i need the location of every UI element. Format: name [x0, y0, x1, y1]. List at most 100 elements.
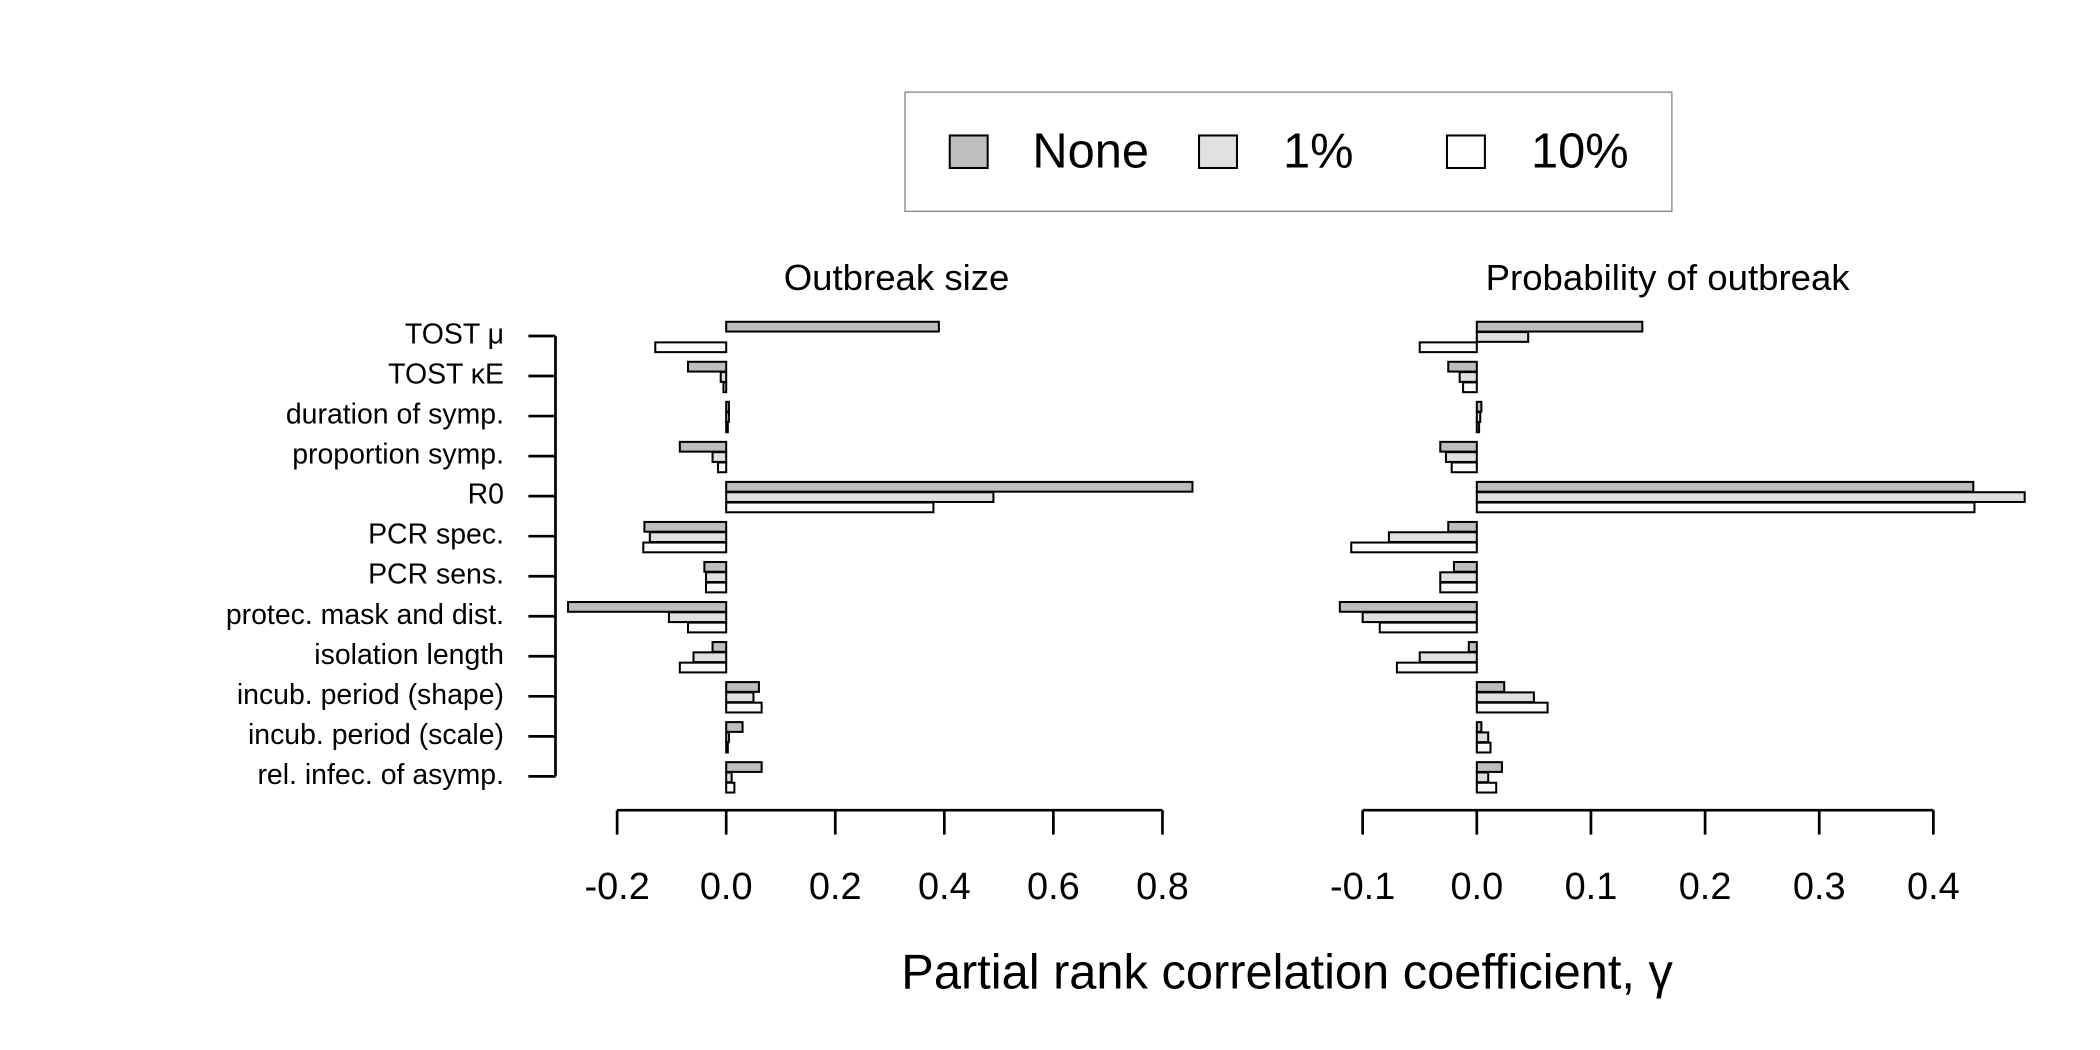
bar: [705, 571, 728, 584]
legend-swatch: [1198, 134, 1238, 170]
bar: [1475, 480, 1975, 493]
bar: [711, 451, 728, 463]
bar: [643, 520, 728, 533]
bar: [1338, 601, 1478, 613]
legend-swatch: [1445, 134, 1486, 170]
x-tick-label: 0.3: [1793, 866, 1846, 908]
bar: [1475, 400, 1483, 413]
bar: [725, 400, 730, 413]
bar: [1462, 381, 1478, 394]
x-tick-label: 0.2: [1679, 866, 1732, 908]
bar: [1447, 360, 1478, 373]
bar: [725, 731, 730, 744]
legend-swatch: [948, 134, 989, 170]
x-tick-label: -0.1: [1330, 866, 1395, 908]
bar: [1475, 731, 1490, 744]
bar: [725, 411, 730, 423]
bar: [722, 381, 728, 394]
bar: [1475, 501, 1976, 514]
bar: [1475, 721, 1483, 733]
x-axis-label: Partial rank correlation coefficient, γ: [901, 945, 1673, 999]
x-tick-label: 0.4: [1907, 866, 1960, 908]
bar: [678, 661, 728, 674]
y-tick-label: duration of symp.: [286, 399, 504, 431]
bar: [1447, 520, 1478, 533]
bar: [711, 641, 728, 653]
bar: [1475, 411, 1482, 423]
legend-box: [904, 91, 1673, 213]
x-tick-label: 0.0: [700, 866, 753, 908]
bar: [1395, 661, 1478, 674]
bar: [1467, 641, 1478, 653]
bar: [725, 320, 940, 333]
y-tick-label: isolation length: [314, 639, 504, 671]
bar: [1361, 611, 1478, 624]
bar: [725, 741, 729, 754]
bar: [705, 581, 728, 594]
bar: [1475, 331, 1530, 343]
x-tick-label: 0.8: [1136, 866, 1189, 908]
bar: [687, 360, 728, 373]
bar: [1475, 691, 1535, 704]
bar: [1450, 461, 1478, 474]
x-tick-label: 0.1: [1565, 866, 1618, 908]
bar: [1475, 771, 1490, 784]
bar: [725, 721, 744, 733]
bar: [1475, 681, 1506, 693]
bar: [703, 560, 728, 573]
bar: [1350, 541, 1478, 554]
bar: [719, 371, 728, 383]
bar: [1475, 320, 1644, 333]
bar: [725, 491, 995, 503]
y-tick-label: PCR sens.: [368, 559, 504, 591]
y-tick-label: PCR spec.: [368, 519, 504, 551]
y-tick-label: proportion symp.: [292, 439, 504, 471]
bar: [1378, 621, 1478, 634]
bar: [1475, 491, 2026, 503]
panel-title: Outbreak size: [784, 257, 1010, 298]
bar: [725, 681, 760, 693]
y-tick-label: rel. infec. of asymp.: [257, 759, 504, 791]
panel-title: Probability of outbreak: [1486, 257, 1851, 298]
bar: [1418, 651, 1478, 664]
bar: [1475, 781, 1498, 794]
y-tick-label: TOST κE: [388, 359, 504, 391]
y-tick-label: TOST μ: [405, 319, 504, 351]
bar: [1458, 371, 1478, 383]
y-tick-label: incub. period (shape): [237, 679, 504, 711]
bar: [716, 461, 728, 474]
bar: [725, 691, 755, 704]
x-tick-label: 0.2: [809, 866, 862, 908]
bar: [642, 541, 728, 554]
x-tick-label: -0.2: [584, 866, 649, 908]
bar: [1475, 741, 1492, 754]
legend-label: 1%: [1283, 124, 1353, 178]
y-tick-label: incub. period (scale): [248, 719, 504, 751]
x-tick-label: 0.0: [1450, 866, 1503, 908]
bar: [1452, 560, 1478, 573]
bar: [725, 701, 763, 714]
bar: [687, 621, 728, 634]
bar: [1418, 341, 1478, 354]
x-tick-label: 0.4: [918, 866, 971, 908]
legend-label: None: [1032, 124, 1149, 178]
bar: [654, 341, 728, 354]
bar: [725, 501, 935, 514]
bar: [725, 781, 736, 794]
bar: [725, 421, 729, 434]
x-tick-label: 0.6: [1027, 866, 1080, 908]
bar: [1439, 571, 1478, 584]
y-tick-label: R0: [468, 479, 504, 511]
bar: [648, 531, 728, 544]
bar: [1475, 761, 1503, 773]
bar: [725, 771, 733, 784]
bar: [1475, 421, 1481, 434]
bar: [1444, 451, 1478, 463]
bar: [725, 480, 1194, 493]
y-tick-label: protec. mask and dist.: [226, 599, 504, 631]
bar: [1439, 440, 1478, 453]
legend-label: 10%: [1531, 124, 1629, 178]
bar: [667, 611, 728, 624]
